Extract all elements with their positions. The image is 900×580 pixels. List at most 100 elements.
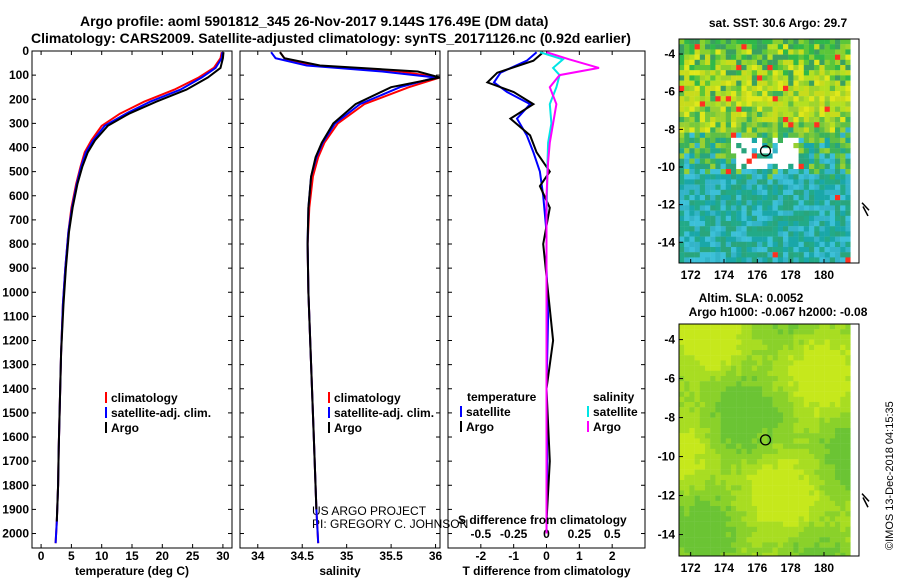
map-cell	[757, 474, 763, 481]
map-cell	[824, 365, 830, 371]
map-cell	[699, 365, 706, 371]
map-cell	[684, 433, 690, 439]
map-cell	[824, 184, 830, 190]
map-cell	[783, 365, 789, 371]
map-cell	[793, 59, 799, 66]
map-cell	[705, 44, 711, 50]
map-cell	[684, 521, 690, 527]
map-cell	[762, 490, 768, 496]
map-cell	[699, 542, 706, 548]
salinity-panel-frame	[239, 50, 441, 549]
map-cell	[689, 200, 695, 206]
map-cell	[798, 329, 804, 335]
map-cell	[777, 428, 784, 434]
map-cell	[725, 469, 732, 475]
map-cell	[819, 195, 825, 201]
map-cell	[845, 148, 851, 154]
map-cell	[840, 189, 846, 196]
map-cell	[819, 106, 825, 112]
map-cell	[855, 454, 859, 460]
map-cell	[809, 329, 815, 335]
map-cell	[767, 386, 773, 392]
map-cell	[689, 350, 695, 356]
map-cell	[679, 179, 685, 185]
map-cell	[725, 370, 732, 377]
map-cell	[793, 386, 799, 392]
map-cell	[829, 221, 836, 227]
map-cell	[850, 169, 856, 175]
map-cell	[746, 407, 752, 413]
map-cell	[840, 474, 846, 481]
argo-position-marker	[759, 434, 772, 446]
map-cell	[809, 189, 815, 196]
map-cell	[803, 537, 810, 543]
map-cell	[855, 339, 859, 345]
map-cell	[694, 96, 700, 102]
map-cell	[736, 464, 742, 470]
map-cell	[679, 526, 685, 533]
map-cell	[783, 547, 789, 553]
map-cell	[835, 189, 841, 196]
map-cell	[793, 169, 799, 175]
map-cell	[762, 412, 768, 418]
map-cell	[829, 127, 836, 133]
map-cell	[809, 396, 815, 403]
map-cell	[725, 179, 732, 185]
map-cell	[751, 179, 758, 185]
map-cell	[705, 247, 711, 253]
map-cell	[814, 101, 820, 107]
map-cell	[705, 132, 711, 138]
map-cell	[772, 101, 778, 107]
temperature-panel-xtick-label: 5	[68, 549, 75, 563]
map-cell	[819, 464, 825, 470]
map-cell	[731, 221, 737, 227]
map-cell	[835, 396, 841, 403]
map-cell	[741, 454, 747, 460]
map-cell	[829, 65, 836, 71]
map-cell	[767, 158, 773, 164]
map-cell	[710, 376, 716, 382]
map-cell	[705, 396, 711, 403]
map-cell	[757, 85, 763, 92]
map-cell	[689, 44, 695, 50]
map-cell	[777, 39, 784, 45]
map-cell	[731, 174, 737, 180]
map-cell	[699, 500, 706, 507]
map-cell	[824, 80, 830, 86]
map-cell	[788, 324, 794, 330]
map-cell	[725, 511, 732, 517]
map-cell	[803, 54, 810, 60]
map-cell	[746, 226, 752, 232]
map-cell	[829, 143, 836, 149]
map-cell	[741, 422, 747, 429]
map-cell	[798, 506, 804, 512]
map-cell	[793, 396, 799, 403]
map-cell	[793, 111, 799, 118]
map-cell	[772, 386, 778, 392]
map-cell	[694, 210, 700, 216]
map-cell	[798, 101, 804, 107]
map-cell	[855, 370, 859, 377]
map-cell	[845, 339, 851, 345]
map-cell	[850, 54, 856, 60]
map-cell	[757, 257, 763, 263]
map-cell	[710, 344, 716, 351]
map-cell	[741, 407, 747, 413]
map-cell	[731, 169, 737, 175]
map-cell	[736, 106, 742, 112]
map-cell	[746, 490, 752, 496]
map-cell	[767, 428, 773, 434]
map-cell	[809, 381, 815, 387]
map-cell	[772, 350, 778, 356]
map-cell	[710, 101, 716, 107]
map-cell	[736, 521, 742, 527]
map-cell	[720, 39, 726, 45]
map-cell	[850, 122, 856, 128]
map-cell	[783, 174, 789, 180]
map-cell	[720, 485, 726, 491]
map-cell	[788, 158, 794, 164]
map-cell	[762, 205, 768, 211]
map-cell	[725, 495, 732, 501]
map-cell	[751, 469, 758, 475]
map-cell	[814, 365, 820, 371]
